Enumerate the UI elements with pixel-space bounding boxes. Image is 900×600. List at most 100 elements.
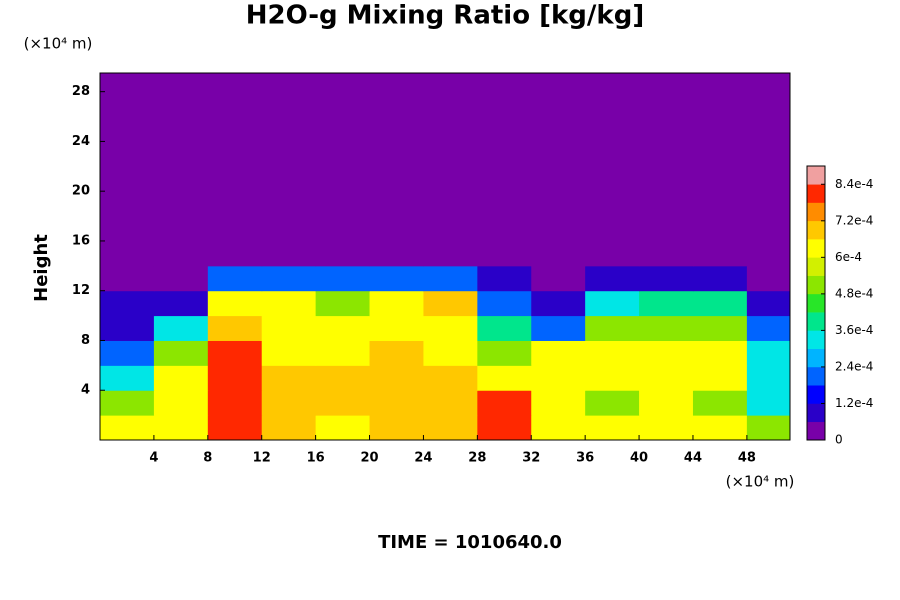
colorbar-tick-label: 7.2e-4 xyxy=(835,213,873,227)
colorbar-tick-label: 4.8e-4 xyxy=(835,286,873,300)
heat-cell xyxy=(423,415,478,441)
heat-cell xyxy=(100,265,155,292)
heat-cell xyxy=(692,340,748,366)
heat-cell xyxy=(585,290,640,317)
colorbar-tick-label: 3.6e-4 xyxy=(835,323,873,337)
heat-cell xyxy=(153,415,209,441)
heat-cell xyxy=(315,415,371,441)
heat-cell xyxy=(207,290,263,317)
heat-cell xyxy=(207,340,263,366)
heat-cell xyxy=(369,415,424,441)
colorbar-band xyxy=(807,421,825,441)
heat-cell xyxy=(207,415,263,441)
x-tick-label: 48 xyxy=(738,451,756,466)
heat-cell xyxy=(639,365,694,391)
heat-cell xyxy=(531,415,586,441)
heat-cell xyxy=(369,340,424,366)
heat-cell xyxy=(477,290,532,317)
heat-cell xyxy=(585,340,640,366)
heat-cell xyxy=(261,340,317,366)
heat-cell xyxy=(261,390,317,416)
colorbar-band xyxy=(807,385,825,404)
heat-cell xyxy=(692,365,748,391)
colorbar-band xyxy=(807,348,825,368)
heat-cell xyxy=(423,290,478,317)
x-tick-label: 20 xyxy=(360,451,378,466)
colorbar-tick-label: 1.2e-4 xyxy=(835,396,873,410)
heat-cell xyxy=(531,290,586,317)
y-tick-label: 8 xyxy=(81,333,90,348)
heat-cell xyxy=(477,340,532,366)
heat-cell xyxy=(531,390,586,416)
heat-cell xyxy=(585,315,640,341)
colorbar-band xyxy=(807,166,825,185)
colorbar-band xyxy=(807,275,825,295)
heat-cell xyxy=(100,390,155,416)
y-axis-label: Height xyxy=(31,234,52,302)
heat-cell xyxy=(585,73,640,267)
heat-cell xyxy=(207,365,263,391)
heat-cell xyxy=(746,73,791,267)
heat-cell xyxy=(423,340,478,366)
heat-cell xyxy=(477,73,532,267)
heat-cell xyxy=(477,265,532,292)
heat-cell xyxy=(531,365,586,391)
x-tick-label: 36 xyxy=(576,451,594,466)
heat-cell xyxy=(746,340,791,366)
y-unit: (×10⁴ m) xyxy=(24,35,93,53)
colorbar-band xyxy=(807,239,825,258)
colorbar-band xyxy=(807,312,825,331)
y-tick-label: 12 xyxy=(72,283,90,298)
heat-cell xyxy=(639,390,694,416)
heat-cell xyxy=(423,390,478,416)
heat-cell xyxy=(261,365,317,391)
heat-cell xyxy=(585,390,640,416)
heat-cell xyxy=(531,315,586,341)
colorbar-tick-label: 8.4e-4 xyxy=(835,177,873,191)
colorbar-band xyxy=(807,403,825,423)
colorbar-tick-label: 0 xyxy=(835,433,843,447)
heat-cell xyxy=(746,290,791,317)
heat-cell xyxy=(153,73,209,267)
heat-cell xyxy=(369,315,424,341)
x-tick-label: 44 xyxy=(684,451,702,466)
heat-cell xyxy=(369,265,424,292)
heat-cell xyxy=(261,315,317,341)
heat-cell xyxy=(423,365,478,391)
heat-cell xyxy=(585,415,640,441)
heat-cell xyxy=(639,73,694,267)
colorbar-band xyxy=(807,366,825,386)
heat-cell xyxy=(692,390,748,416)
heat-cell xyxy=(477,390,532,416)
y-tick-label: 16 xyxy=(72,233,90,248)
heat-cell xyxy=(477,315,532,341)
heat-cell xyxy=(100,315,155,341)
heat-cell xyxy=(153,390,209,416)
heat-cell xyxy=(100,415,155,441)
heat-cell xyxy=(207,390,263,416)
heat-cell xyxy=(261,73,317,267)
x-unit: (×10⁴ m) xyxy=(726,473,795,491)
heat-cell xyxy=(477,365,532,391)
heat-cell xyxy=(585,365,640,391)
x-tick-label: 28 xyxy=(468,451,486,466)
heat-cell xyxy=(153,265,209,292)
heat-cell xyxy=(315,365,371,391)
heat-cell xyxy=(315,315,371,341)
heat-cell xyxy=(423,73,478,267)
y-tick-label: 28 xyxy=(72,84,90,99)
heat-cell xyxy=(692,315,748,341)
heat-cell xyxy=(315,290,371,317)
heat-cell xyxy=(531,265,586,292)
heat-cell xyxy=(639,415,694,441)
heat-cell xyxy=(639,290,694,317)
heat-cell xyxy=(100,73,155,267)
x-tick-label: 16 xyxy=(307,451,325,466)
heat-cell xyxy=(153,340,209,366)
heat-cell xyxy=(261,415,317,441)
heat-cell xyxy=(692,73,748,267)
x-tick-label: 24 xyxy=(414,451,432,466)
heat-cell xyxy=(207,315,263,341)
colorbar-tick-label: 6e-4 xyxy=(835,250,862,264)
